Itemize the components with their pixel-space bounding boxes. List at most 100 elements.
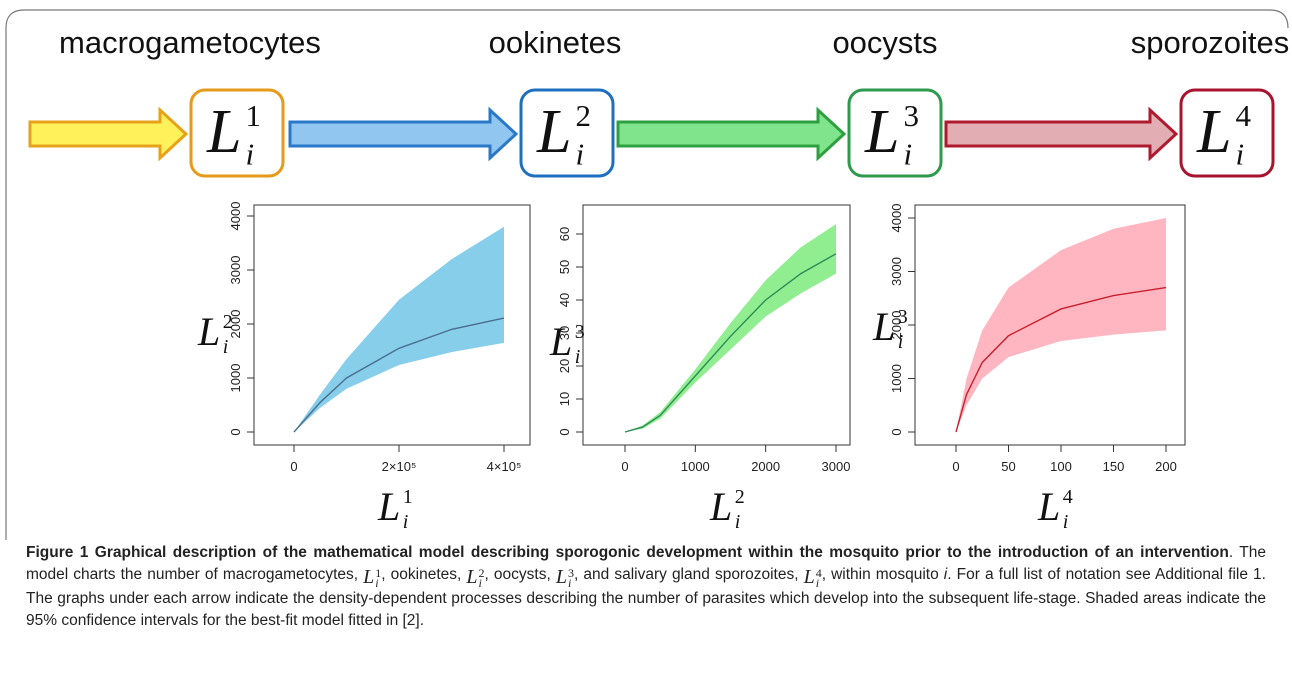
math-sup: 4 [815, 566, 822, 581]
math-sub: i [575, 346, 581, 368]
caption-text: , ookinetes, [381, 566, 467, 583]
caption-text: , and salivary gland sporozoites, [574, 566, 804, 583]
math-base: L [803, 566, 815, 588]
math-sup: 1 [245, 98, 261, 133]
math-sub: i [403, 511, 409, 533]
arrow [28, 106, 189, 162]
confidence-band [625, 224, 836, 432]
x-tick-label: 2000 [751, 459, 780, 474]
math-sup: 1 [403, 486, 413, 508]
x-tick-label: 150 [1103, 459, 1125, 474]
stage-box [519, 88, 615, 178]
math-sub: i [575, 136, 584, 171]
math-sub: i [375, 576, 379, 591]
math-base: L [709, 484, 732, 529]
y-tick-label: 50 [557, 260, 572, 274]
math-base: L [197, 309, 220, 354]
x-tick-label: 100 [1050, 459, 1072, 474]
math-sup: 3 [575, 321, 585, 343]
y-tick-label: 4000 [889, 204, 904, 233]
y-tick-label: 20 [557, 359, 572, 373]
math-sup: 3 [903, 98, 919, 133]
math-base: L [872, 304, 895, 349]
arrow [288, 106, 519, 162]
arrow [616, 106, 847, 162]
x-tick-label: 2×10⁵ [382, 459, 417, 474]
y-tick-label: 1000 [228, 364, 243, 393]
stage-box [189, 88, 285, 178]
math-sub: i [245, 136, 254, 171]
arrow [944, 106, 1179, 162]
x-tick-label: 0 [952, 459, 959, 474]
math-sub: i [568, 576, 572, 591]
math-base: L [363, 566, 375, 588]
fit-line [955, 286, 1167, 433]
caption-text: Figure 1 Graphical description of the ma… [26, 544, 1229, 561]
caption-text: . For a full list of notation see Additi… [26, 566, 1266, 630]
fit-line [624, 253, 837, 433]
y-tick-label: 10 [557, 392, 572, 406]
math-base: L [466, 566, 478, 588]
math-base: L [377, 484, 400, 529]
math-sup: 1 [375, 566, 382, 581]
x-tick-label: 200 [1155, 459, 1177, 474]
y-tick-label: 2000 [228, 310, 243, 339]
y-tick-label: 0 [889, 428, 904, 435]
plot-frame [253, 204, 531, 446]
math-base: L [1196, 98, 1231, 166]
y-tick-label: 3000 [228, 256, 243, 285]
stage-box [847, 88, 943, 178]
math-base: L [555, 566, 567, 588]
x-tick-label: 50 [1001, 459, 1015, 474]
y-tick-label: 40 [557, 293, 572, 307]
stage-label: ookinetes [489, 25, 622, 60]
y-tick-label: 30 [557, 326, 572, 340]
math-base: L [1037, 484, 1060, 529]
stage-label: oocysts [832, 25, 937, 60]
frame [5, 9, 1289, 540]
caption-text: . The model charts the number of macroga… [26, 544, 1266, 583]
math-base: L [206, 98, 241, 166]
x-tick-label: 3000 [822, 459, 851, 474]
y-tick-label: 0 [557, 428, 572, 435]
caption-text: , within mosquito [821, 566, 944, 583]
math-sub: i [223, 336, 229, 358]
math-sup: 4 [1063, 486, 1073, 508]
math-sup: 2 [575, 98, 591, 133]
confidence-band [294, 226, 504, 432]
math-base: L [536, 98, 571, 166]
math-base: L [864, 98, 899, 166]
diagram: macrogametocytes ookinetes oocysts sporozoi… [5, 9, 1289, 540]
stage-label: macrogametocytes [59, 25, 321, 60]
math-sub: i [735, 511, 741, 533]
y-tick-label: 2000 [889, 311, 904, 340]
math-sup: 2 [735, 486, 745, 508]
math-sup: 2 [223, 311, 233, 333]
math-sup: 3 [568, 566, 574, 581]
math-sup: 2 [478, 566, 485, 581]
math-sup: 3 [898, 306, 908, 328]
math-sub: i [1063, 511, 1069, 533]
caption-text: i [943, 566, 948, 583]
math-base: L [549, 319, 572, 364]
plot-frame [582, 204, 851, 446]
stage-box [1179, 88, 1275, 178]
y-tick-label: 3000 [889, 257, 904, 286]
caption-text: , oocysts, [484, 566, 556, 583]
y-tick-label: 60 [557, 227, 572, 241]
math-sub: i [478, 576, 482, 591]
y-tick-label: 1000 [889, 364, 904, 393]
math-sub: i [815, 576, 820, 591]
fit-line [293, 317, 505, 433]
y-tick-label: 0 [228, 428, 243, 435]
x-tick-label: 1000 [681, 459, 710, 474]
confidence-band [956, 218, 1166, 432]
